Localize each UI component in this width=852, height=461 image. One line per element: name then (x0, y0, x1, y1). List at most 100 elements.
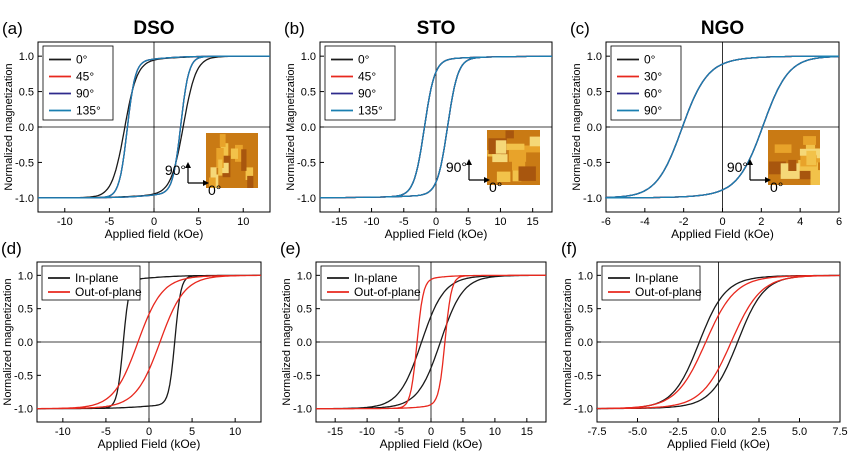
angle-label-0: 0° (770, 179, 783, 195)
series-line-2 (597, 274, 840, 410)
y-tick-label: 0.5 (18, 304, 33, 316)
y-tick-label: -0.5 (14, 370, 33, 382)
angle-axes: 90° 0° (165, 162, 221, 198)
chart-title: DSO (133, 18, 174, 39)
legend-box (601, 265, 701, 301)
panel-e: -15 -10 -5 0 5 10 15 1.0 0.5 0.0 -0.5 -1.0 Applied F… (280, 239, 547, 451)
panel-label: (b) (284, 19, 305, 38)
x-tick-label: -15 (331, 216, 347, 228)
panel-label: (d) (1, 239, 22, 258)
x-tick-label: -5 (399, 216, 409, 228)
panel-label: (e) (280, 239, 301, 258)
y-tick-label: -0.5 (297, 157, 316, 169)
legend-label: 90° (644, 104, 662, 118)
y-tick-label: 0.5 (301, 87, 316, 99)
y-axis-label: Normalized magnetization (2, 278, 14, 405)
y-axis-label: Normalized magnetization (562, 278, 574, 405)
x-tick-label: -10 (57, 216, 73, 228)
series-line-4 (320, 55, 552, 199)
x-tick-label: 2 (758, 216, 764, 228)
afm-grain (235, 144, 243, 162)
chart-title: NGO (701, 18, 744, 39)
angle-label-90: 90° (727, 159, 748, 175)
x-tick-label: 5 (460, 426, 466, 438)
y-tick-label: -1.0 (297, 193, 316, 205)
y-axis-label: Normalized magnetization (571, 63, 583, 190)
panel-a: -10 -5 0 5 10 1.0 0.5 0.0 -0.5 -1.0 Applied field … (2, 18, 271, 241)
legend-label: 135° (358, 104, 383, 118)
afm-grain (774, 144, 792, 153)
y-tick-label: -0.5 (583, 157, 602, 169)
legend-box (324, 45, 396, 121)
x-tick-label: 0 (433, 216, 439, 228)
legend-label: In-plane (635, 271, 679, 285)
series-line-4 (605, 55, 840, 199)
x-tick-label: 0 (428, 426, 434, 438)
legend-label: 135° (76, 104, 101, 118)
angle-label-90: 90° (165, 162, 186, 178)
afm-grain (798, 170, 816, 180)
afm-grain (220, 143, 229, 160)
right-arrow-head (765, 177, 771, 183)
afm-grain (209, 177, 216, 188)
legend-label: 30° (644, 70, 662, 84)
afm-grain (230, 148, 238, 159)
angle-axes: 90° 0° (727, 159, 783, 195)
y-axis-label: Normalized Magnetization (285, 63, 297, 190)
legend-label: Out-of-plane (635, 285, 702, 299)
y-tick-label: 0.5 (587, 87, 602, 99)
series-line-4 (38, 55, 270, 199)
series-line-1 (316, 274, 546, 410)
y-tick-label: -1.0 (583, 193, 602, 205)
y-tick-label: -1.0 (293, 404, 312, 416)
legend-label: 0° (644, 53, 656, 67)
x-tick-label: -15 (327, 426, 343, 438)
up-arrow-head (466, 159, 472, 165)
afm-grain (806, 150, 817, 166)
x-tick-label: 2.5 (751, 426, 766, 438)
x-tick-label: 15 (521, 426, 533, 438)
x-tick-label: -7.5 (588, 426, 607, 438)
legend-label: 90° (358, 87, 376, 101)
x-tick-label: -5 (101, 426, 111, 438)
y-axis-label: Normalized magnetization (3, 63, 15, 190)
afm-grain (506, 143, 525, 151)
legend-label: In-plane (354, 271, 398, 285)
afm-grain (518, 166, 536, 181)
legend-box (320, 265, 420, 301)
legend-label: 45° (76, 70, 94, 84)
y-tick-label: 0.0 (301, 122, 316, 134)
afm-grain (520, 145, 540, 153)
legend-label: 60° (644, 87, 662, 101)
x-tick-label: -2.5 (669, 426, 688, 438)
x-tick-label: 5.0 (792, 426, 807, 438)
y-tick-label: -1.0 (14, 404, 33, 416)
afm-grain (210, 167, 217, 186)
y-tick-label: 1.0 (301, 51, 316, 63)
legend-label: 90° (76, 87, 94, 101)
x-tick-label: 0 (719, 216, 725, 228)
y-tick-label: 0.0 (19, 122, 34, 134)
afm-grain (529, 136, 540, 147)
right-arrow-head (203, 180, 209, 186)
afm-grain (216, 148, 224, 168)
legend-label: In-plane (75, 271, 119, 285)
right-arrow-head (484, 177, 490, 183)
series-line-2 (316, 274, 546, 410)
x-tick-label: 6 (836, 216, 842, 228)
afm-grain (218, 159, 223, 176)
afm-grain (492, 154, 508, 163)
afm-inset-image (487, 130, 540, 185)
afm-grain (245, 167, 254, 180)
series-line-2 (37, 274, 261, 410)
x-tick-label: 7.5 (832, 426, 847, 438)
x-tick-label: 10 (229, 426, 241, 438)
y-tick-label: -1.0 (574, 404, 593, 416)
afm-grain (514, 159, 525, 166)
x-tick-label: -5 (104, 216, 114, 228)
x-axis-label: Applied field (kOe) (105, 227, 204, 241)
up-arrow-head (747, 159, 753, 165)
y-tick-label: 0.5 (578, 304, 593, 316)
x-tick-label: -10 (364, 216, 380, 228)
